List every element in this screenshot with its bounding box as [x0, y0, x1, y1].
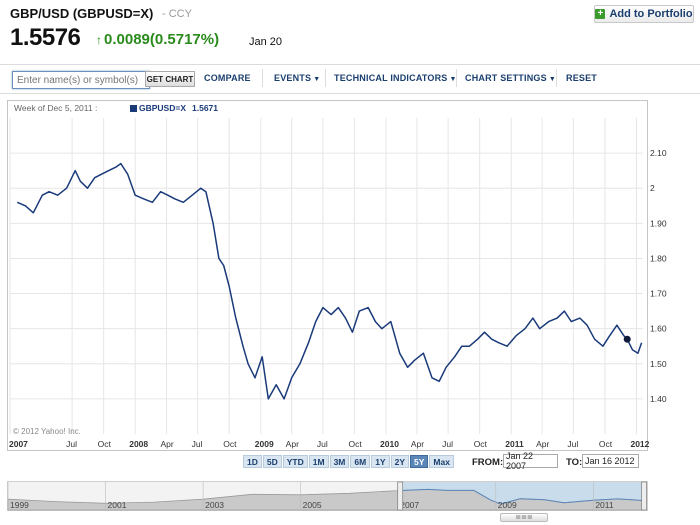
- x-tick-label: Jul: [442, 439, 453, 449]
- toolbar-divider: [556, 69, 557, 87]
- toolbar-divider: [325, 69, 326, 87]
- chart-settings-label: CHART SETTINGS: [465, 73, 547, 83]
- y-tick-label: 2.10: [650, 148, 667, 158]
- toolbar-divider: [262, 69, 263, 87]
- price-chart: Week of Dec 5, 2011 : GBPUSD=X 1.5671 1.…: [9, 103, 667, 449]
- events-label: EVENTS: [274, 73, 312, 83]
- x-tick-label: Oct: [599, 439, 613, 449]
- toolbar-divider: [456, 69, 457, 87]
- price-change-value: 0.0089(0.5717%): [104, 31, 220, 48]
- add-to-portfolio-button[interactable]: + Add to Portfolio: [594, 5, 694, 23]
- ticker-type: - CCY: [162, 8, 192, 20]
- range-button-2y[interactable]: 2Y: [390, 455, 409, 468]
- y-tick-label: 1.70: [650, 289, 667, 299]
- x-tick-label: Jul: [567, 439, 578, 449]
- navigator-year-label: 1999: [10, 500, 29, 510]
- series-line: [16, 162, 643, 400]
- navigator-year-label: 2005: [303, 500, 322, 510]
- x-tick-label: 2007: [9, 439, 28, 449]
- range-button-3m[interactable]: 3M: [329, 455, 350, 468]
- navigator-right-handle: [641, 481, 647, 511]
- range-button-5y[interactable]: 5Y: [410, 455, 429, 468]
- from-date-field[interactable]: Jan 22 2007: [503, 451, 558, 471]
- chart-week-label: Week of Dec 5, 2011 :: [14, 103, 97, 113]
- legend-swatch: [130, 105, 137, 112]
- range-button-1d[interactable]: 1D: [243, 455, 262, 468]
- navigator-year-label: 2011: [595, 500, 614, 510]
- to-date-field[interactable]: Jan 16 2012: [582, 454, 639, 468]
- range-button-6m[interactable]: 6M: [350, 455, 371, 468]
- x-tick-label: 2010: [380, 439, 399, 449]
- range-button-1y[interactable]: 1Y: [371, 455, 390, 468]
- y-tick-label: 1.80: [650, 253, 667, 263]
- navigator-year-label: 2009: [498, 500, 517, 510]
- add-to-portfolio-label: Add to Portfolio: [609, 8, 693, 20]
- y-axis: 1.40 1.50 1.60 1.70 1.80 1.90 2 2.10: [650, 148, 667, 404]
- compare-button[interactable]: COMPARE: [204, 73, 251, 83]
- legend-series-value: 1.5671: [192, 103, 218, 113]
- x-tick-label: Jul: [317, 439, 328, 449]
- x-tick-label: Oct: [223, 439, 237, 449]
- current-price: 1.5576: [10, 24, 81, 51]
- range-button-max[interactable]: Max: [429, 455, 454, 468]
- x-tick-label: Oct: [348, 439, 362, 449]
- price-change: ↑ 0.0089(0.5717%): [96, 31, 219, 48]
- y-tick-label: 1.90: [650, 218, 667, 228]
- navigator-left-handle: [397, 481, 404, 511]
- from-label: FROM:: [472, 457, 504, 468]
- x-tick-label: Oct: [474, 439, 488, 449]
- chart-panel: [7, 100, 648, 451]
- legend-series-name: GBPUSD=X: [139, 103, 186, 113]
- y-tick-label: 1.60: [650, 324, 667, 334]
- range-button-ytd[interactable]: YTD: [282, 455, 308, 468]
- to-label: TO:: [566, 457, 583, 468]
- range-buttons: 1D 5D YTD 1M 3M 6M 1Y 2Y 5Y Max: [243, 455, 454, 468]
- get-chart-button[interactable]: GET CHART: [145, 71, 195, 87]
- x-tick-label: Apr: [160, 439, 173, 449]
- navigator-scroll-handle[interactable]: ≣≣≣: [500, 513, 548, 522]
- y-tick-label: 1.50: [650, 359, 667, 369]
- plus-icon: +: [595, 9, 606, 19]
- navigator-selected-line: [398, 488, 645, 505]
- navigator-year-label: 2001: [108, 500, 127, 510]
- chart-settings-menu[interactable]: CHART SETTINGS ▼: [465, 73, 556, 83]
- navigator-year-label: 2007: [400, 500, 419, 510]
- grid: [9, 118, 643, 434]
- x-tick-label: Apr: [536, 439, 549, 449]
- x-tick-label: Jul: [192, 439, 203, 449]
- x-axis: 2007 Jul Oct 2008 Apr Jul Oct 2009 Apr Jul Oct 2010…: [9, 439, 650, 449]
- x-tick-label: Jul: [66, 439, 77, 449]
- range-button-5d[interactable]: 5D: [262, 455, 282, 468]
- chevron-down-icon: ▼: [449, 76, 457, 83]
- x-tick-label: Apr: [286, 439, 299, 449]
- events-menu[interactable]: EVENTS ▼: [274, 73, 320, 83]
- price-date: Jan 20: [249, 36, 283, 48]
- x-tick-label: 2008: [129, 439, 148, 449]
- x-tick-label: Oct: [98, 439, 112, 449]
- ticker-title: GBP/USD (GBPUSD=X): [10, 6, 154, 21]
- technical-indicators-menu[interactable]: TECHNICAL INDICATORS ▼: [334, 73, 457, 83]
- chevron-down-icon: ▼: [548, 76, 556, 83]
- range-button-1m[interactable]: 1M: [308, 455, 329, 468]
- copyright-text: © 2012 Yahoo! Inc.: [13, 427, 81, 436]
- chevron-down-icon: ▼: [313, 76, 321, 83]
- x-tick-label: 2011: [505, 439, 524, 449]
- y-tick-label: 1.40: [650, 394, 667, 404]
- x-tick-label: 2012: [630, 439, 649, 449]
- up-arrow-icon: ↑: [96, 33, 102, 47]
- reset-button[interactable]: RESET: [566, 73, 598, 83]
- x-tick-label: Apr: [411, 439, 424, 449]
- y-tick-label: 2: [650, 183, 655, 193]
- week-marker[interactable]: [623, 335, 631, 343]
- navigator-year-label: 2003: [205, 500, 224, 510]
- x-tick-label: 2009: [255, 439, 274, 449]
- technical-indicators-label: TECHNICAL INDICATORS: [334, 73, 448, 83]
